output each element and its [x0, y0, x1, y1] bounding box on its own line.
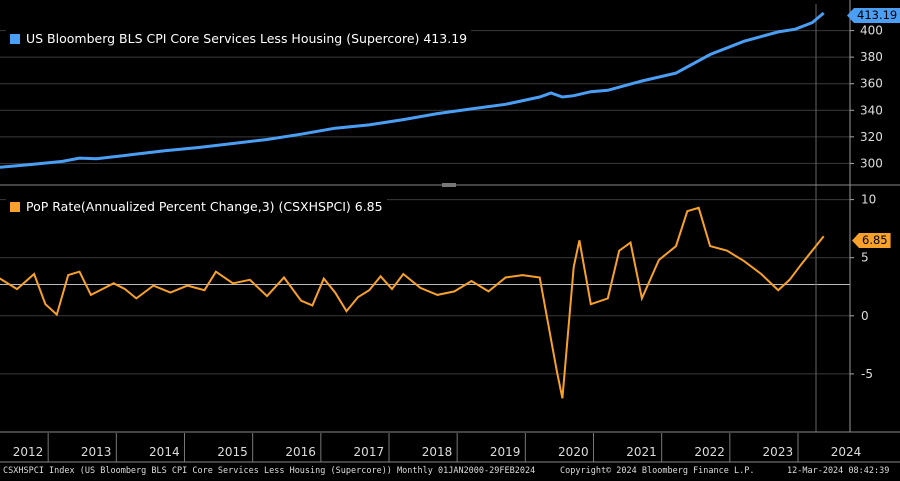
pop-rate-series-line: [0, 206, 825, 399]
x-year-label: 2023: [763, 445, 794, 459]
top-tick-label: 340: [860, 103, 883, 117]
top-tick-label: 300: [860, 156, 883, 170]
supercore-series-line: [0, 11, 825, 169]
bottom-tick-label: -5: [861, 367, 873, 381]
x-year-label: 2024: [831, 445, 862, 459]
x-year-label: 2015: [217, 445, 248, 459]
x-year-label: 2018: [422, 445, 453, 459]
bottom-panel-y-ticks: -5 0 5 10: [850, 193, 876, 381]
footer-index-description: CSXHSPCI Index (US Bloomberg BLS CPI Cor…: [3, 466, 536, 476]
x-year-label: 2022: [694, 445, 725, 459]
bottom-tick-label: 0: [861, 309, 869, 323]
last-value-tag-bottom: 6.85: [852, 233, 891, 248]
top-legend-swatch: [10, 33, 20, 44]
x-year-label: 2013: [81, 445, 112, 459]
bottom-legend-label: PoP Rate(Annualized Percent Change,3) (C…: [26, 199, 383, 214]
top-tick-label: 360: [860, 77, 883, 91]
x-year-label: 2020: [558, 445, 589, 459]
bottom-legend: PoP Rate(Annualized Percent Change,3) (C…: [6, 197, 387, 216]
x-year-label: 2014: [149, 445, 180, 459]
bottom-legend-swatch: [10, 201, 20, 212]
last-value-tag-top: 413.19: [847, 8, 900, 23]
footer-timestamp: 12-Mar-2024 08:42:39: [787, 466, 890, 476]
top-legend: US Bloomberg BLS CPI Core Services Less …: [6, 29, 472, 48]
bottom-tick-label: 10: [861, 193, 876, 207]
top-tick-label: 400: [860, 24, 883, 38]
panel-frame: [0, 0, 900, 463]
top-tick-label: 380: [860, 50, 883, 64]
x-year-label: 2017: [354, 445, 385, 459]
top-legend-label: US Bloomberg BLS CPI Core Services Less …: [26, 31, 468, 46]
x-year-label: 2021: [626, 445, 657, 459]
panel-splitter-handle: [442, 183, 456, 187]
x-year-label: 2019: [490, 445, 521, 459]
x-year-label: 2012: [13, 445, 44, 459]
x-year-label: 2016: [285, 445, 316, 459]
footer-copyright: Copyright© 2024 Bloomberg Finance L.P.: [560, 466, 755, 476]
x-axis: 2012 2013 2014 2015 2016 2017 2018 2019 2020 2021…: [13, 4, 862, 462]
bottom-tick-label: 5: [861, 251, 869, 265]
top-tick-label: 320: [860, 130, 883, 144]
bottom-panel-grid: [0, 199, 850, 375]
top-panel-y-ticks: 300 320 340 360 380 400: [850, 24, 883, 170]
